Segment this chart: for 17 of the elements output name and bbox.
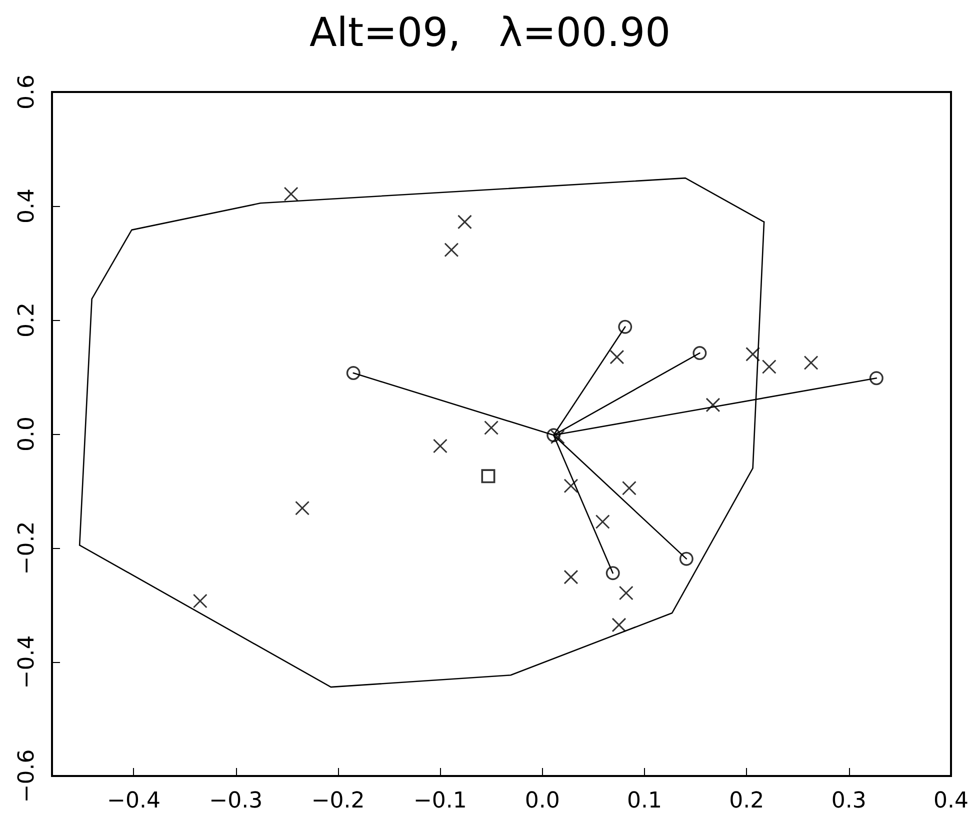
y-tick-label: 0.6	[14, 74, 40, 110]
x-tick-label: 0.1	[627, 788, 662, 814]
y-tick-label: 0.0	[14, 416, 40, 452]
x-tick-label: −0.4	[107, 788, 160, 814]
x-tick-label: −0.1	[413, 788, 467, 814]
x-tick-label: 0.0	[524, 788, 560, 814]
x-tick-label: −0.3	[209, 788, 263, 814]
y-tick-label: −0.2	[14, 521, 40, 575]
x-tick-label: 0.4	[934, 788, 968, 814]
y-tick-label: 0.2	[14, 302, 40, 338]
x-tick-label: 0.2	[729, 788, 764, 814]
x-tick-label: −0.2	[311, 788, 365, 814]
y-tick-label: 0.4	[14, 188, 40, 224]
y-tick-label: −0.4	[14, 635, 40, 689]
y-tick-label: −0.6	[14, 749, 40, 803]
chart-title: Alt=09, λ=00.90	[309, 10, 671, 56]
x-tick-label: 0.3	[831, 788, 866, 814]
